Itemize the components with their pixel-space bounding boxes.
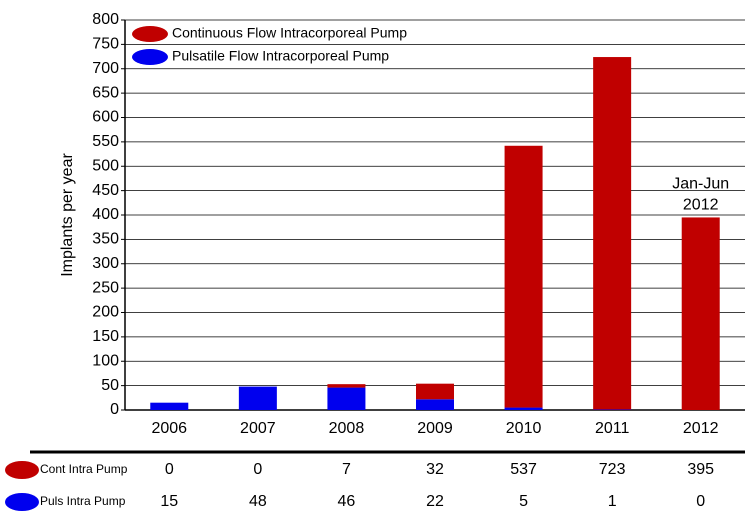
table-swatch (5, 493, 39, 511)
bar-segment (416, 399, 454, 410)
bar-segment (504, 145, 543, 408)
table-swatch (5, 461, 39, 479)
x-tick-label: 2007 (240, 420, 276, 437)
legend-swatch (132, 26, 168, 42)
table-row-label: Cont Intra Pump (40, 462, 128, 476)
table-value: 46 (338, 493, 356, 510)
y-tick-label: 650 (92, 84, 119, 101)
table-value: 723 (599, 461, 626, 478)
table-value: 15 (160, 493, 178, 510)
y-tick-label: 700 (92, 60, 119, 77)
table-value: 0 (696, 493, 705, 510)
y-tick-label: 550 (92, 133, 119, 150)
table-value: 7 (342, 461, 351, 478)
table-value: 0 (165, 461, 174, 478)
x-tick-label: 2010 (506, 420, 542, 437)
legend-label: Pulsatile Flow Intracorporeal Pump (172, 48, 389, 64)
table-value: 0 (253, 461, 262, 478)
x-tick-label: 2006 (151, 420, 187, 437)
x-tick-label: 2008 (329, 420, 365, 437)
bar-segment (327, 387, 366, 410)
y-tick-label: 750 (92, 36, 119, 53)
y-tick-label: 50 (101, 377, 119, 394)
y-tick-label: 400 (92, 206, 119, 223)
legend-label: Continuous Flow Intracorporeal Pump (172, 25, 407, 41)
y-tick-label: 500 (92, 157, 119, 174)
table-value: 48 (249, 493, 267, 510)
table-value: 32 (426, 461, 444, 478)
y-axis-label: Implants per year (59, 153, 76, 277)
legend-swatch (132, 49, 168, 65)
bar-segment (238, 386, 277, 410)
bar-segment (504, 407, 543, 410)
x-tick-label: 2011 (595, 420, 630, 437)
table-row-label: Puls Intra Pump (40, 494, 126, 508)
y-tick-label: 800 (92, 11, 119, 28)
table-value: 22 (426, 493, 444, 510)
bar-segment (593, 57, 632, 410)
table-value: 1 (608, 493, 617, 510)
bar-segment (416, 383, 454, 400)
y-tick-label: 150 (92, 328, 119, 345)
y-tick-label: 200 (92, 304, 119, 321)
bar-segment (681, 217, 720, 410)
bar-segment (150, 402, 189, 410)
table-value: 5 (519, 493, 528, 510)
y-tick-label: 300 (92, 255, 119, 272)
annotation: Jan-Jun (672, 176, 729, 193)
y-tick-label: 600 (92, 109, 119, 126)
table-value: 537 (510, 461, 537, 478)
x-tick-label: 2009 (417, 420, 453, 437)
y-tick-label: 450 (92, 182, 119, 199)
bar-segment (327, 384, 366, 388)
y-tick-label: 350 (92, 231, 119, 248)
y-tick-label: 0 (110, 401, 119, 418)
y-tick-label: 100 (92, 352, 119, 369)
annotation: 2012 (683, 197, 719, 214)
table-value: 395 (687, 461, 714, 478)
x-tick-label: 2012 (683, 420, 719, 437)
y-tick-label: 250 (92, 279, 119, 296)
